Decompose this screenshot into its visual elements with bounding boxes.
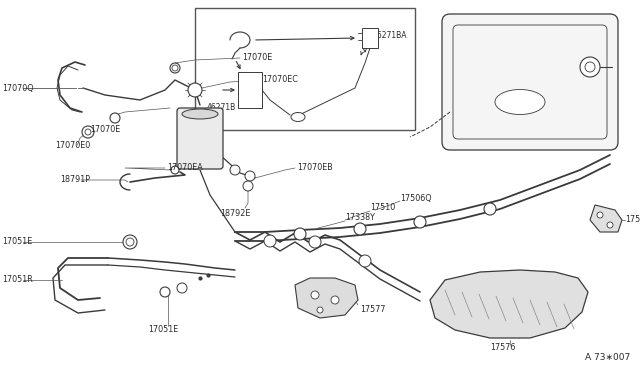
FancyBboxPatch shape bbox=[442, 14, 618, 150]
Bar bbox=[238, 72, 262, 108]
Circle shape bbox=[170, 63, 180, 73]
Text: 17070E: 17070E bbox=[242, 52, 272, 61]
Circle shape bbox=[202, 109, 208, 115]
Text: 17577+A: 17577+A bbox=[625, 215, 640, 224]
Circle shape bbox=[331, 296, 339, 304]
Circle shape bbox=[359, 255, 371, 267]
Circle shape bbox=[243, 181, 253, 191]
Circle shape bbox=[160, 287, 170, 297]
Circle shape bbox=[294, 228, 306, 240]
Text: 46271BA: 46271BA bbox=[373, 32, 408, 41]
Text: 17576: 17576 bbox=[490, 343, 515, 353]
Text: 18792E: 18792E bbox=[220, 208, 250, 218]
Text: 17070E: 17070E bbox=[90, 125, 120, 135]
Ellipse shape bbox=[182, 109, 218, 119]
FancyBboxPatch shape bbox=[177, 108, 223, 169]
Circle shape bbox=[85, 129, 91, 135]
Text: 17070Q: 17070Q bbox=[2, 83, 34, 93]
Circle shape bbox=[311, 291, 319, 299]
Polygon shape bbox=[295, 278, 358, 318]
Ellipse shape bbox=[495, 90, 545, 115]
Bar bbox=[195, 8, 415, 130]
Circle shape bbox=[484, 203, 496, 215]
Text: 17051E: 17051E bbox=[2, 237, 32, 247]
Text: 17070EA: 17070EA bbox=[167, 164, 203, 173]
Circle shape bbox=[123, 235, 137, 249]
Circle shape bbox=[585, 62, 595, 72]
Text: A 73∗007: A 73∗007 bbox=[585, 353, 630, 362]
Circle shape bbox=[171, 166, 179, 174]
Text: 17051E: 17051E bbox=[148, 326, 179, 334]
Circle shape bbox=[354, 223, 366, 235]
Text: 17051R: 17051R bbox=[2, 276, 33, 285]
Text: 17577: 17577 bbox=[360, 305, 385, 314]
Circle shape bbox=[82, 126, 94, 138]
Circle shape bbox=[188, 83, 202, 97]
Circle shape bbox=[177, 283, 187, 293]
Circle shape bbox=[230, 165, 240, 175]
Circle shape bbox=[597, 212, 603, 218]
Circle shape bbox=[245, 171, 255, 181]
Circle shape bbox=[126, 238, 134, 246]
Circle shape bbox=[309, 236, 321, 248]
Text: 17070E0: 17070E0 bbox=[55, 141, 90, 150]
Circle shape bbox=[580, 57, 600, 77]
Circle shape bbox=[607, 222, 613, 228]
Polygon shape bbox=[590, 205, 622, 232]
Text: 17506Q: 17506Q bbox=[400, 193, 431, 202]
Circle shape bbox=[414, 216, 426, 228]
Circle shape bbox=[317, 307, 323, 313]
Circle shape bbox=[264, 235, 276, 247]
Circle shape bbox=[110, 113, 120, 123]
Text: 17070EB: 17070EB bbox=[297, 164, 333, 173]
Text: 18791P: 18791P bbox=[60, 176, 90, 185]
Text: 17070EC: 17070EC bbox=[262, 74, 298, 83]
Text: 17338Y: 17338Y bbox=[345, 214, 375, 222]
Text: 17510: 17510 bbox=[370, 203, 396, 212]
Text: 46271B: 46271B bbox=[207, 103, 236, 112]
Polygon shape bbox=[430, 270, 588, 338]
Circle shape bbox=[172, 65, 178, 71]
Circle shape bbox=[192, 109, 198, 115]
Bar bbox=[362, 28, 378, 48]
Ellipse shape bbox=[291, 112, 305, 122]
